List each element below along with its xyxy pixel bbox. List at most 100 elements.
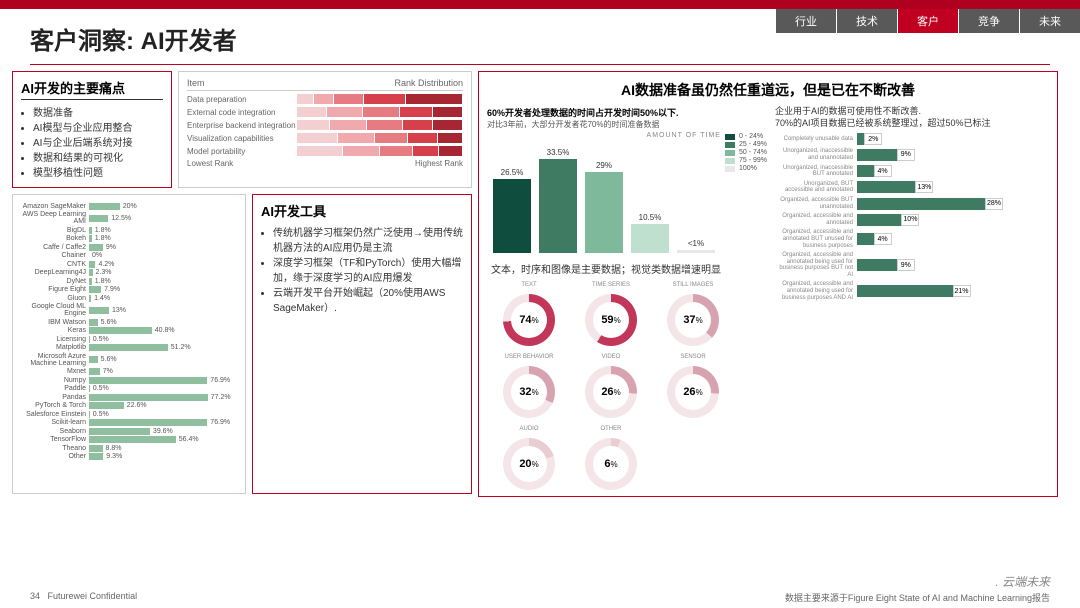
donut: USER BEHAVIOR 32% [497, 354, 561, 418]
tool-value: 13% [112, 307, 126, 314]
use-row: Organized, accessible and annotated bein… [775, 281, 1049, 301]
tool-row: Gluon1.4% [21, 295, 237, 302]
time-bar-col: 10.5% [631, 213, 669, 253]
tool-row: CNTK4.2% [21, 261, 237, 268]
time-bar [677, 250, 715, 253]
tool-bar [89, 377, 207, 384]
use-label: Unorganized, inaccessible BUT annotated [775, 165, 857, 178]
use-bar [857, 214, 903, 226]
tool-value: 5.6% [101, 319, 117, 326]
right-title: AI数据准备虽仍然任重道远，但是已在不断改善 [487, 80, 1049, 100]
use-value: 2% [864, 133, 882, 145]
time-legend-row: 50 - 74% [725, 149, 767, 156]
tool-bar [89, 394, 208, 401]
use-value: 4% [874, 165, 892, 177]
time-bar-value: <1% [688, 239, 704, 248]
tool-value: 77.2% [211, 394, 231, 401]
tool-value: 0% [92, 252, 102, 259]
tool-value: 51.2% [171, 344, 191, 351]
rank-bar [297, 94, 463, 104]
tool-bar [89, 453, 103, 460]
donut-ring: 6% [585, 438, 637, 490]
tool-value: 1.8% [95, 227, 111, 234]
time-bar [631, 224, 669, 253]
donut-value: 32% [511, 374, 547, 410]
pain-item: 数据和结果的可视化 [33, 151, 163, 166]
footer-right: 数据主要来源于Figure Eight State of AI and Mach… [785, 591, 1050, 604]
tool-label: TensorFlow [21, 436, 89, 443]
tool-bar [89, 385, 90, 392]
rank-row: Enterprise backend integration [187, 120, 463, 130]
nav-item-1[interactable]: 技术 [837, 9, 897, 33]
tool-row: TensorFlow 56.4% [21, 436, 237, 443]
tool-row: Scikit-learn76.9% [21, 419, 237, 426]
nav-item-0[interactable]: 行业 [776, 9, 836, 33]
pain-list: 数据准备AI模型与企业应用整合AI与企业后端系统对接数据和结果的可视化模型移植性… [21, 106, 163, 181]
tool-row: Bokeh1.8% [21, 235, 237, 242]
donut-value: 59% [593, 302, 629, 338]
tool-label: Other [21, 453, 89, 460]
nav-item-2[interactable]: 客户 [898, 9, 958, 33]
rank-head-right: Rank Distribution [394, 78, 463, 88]
pain-item: 数据准备 [33, 106, 163, 121]
tool-label: DyNet [21, 278, 89, 285]
rank-label: Model portability [187, 147, 297, 156]
use-label: Organized, accessible and annotated bein… [775, 252, 857, 278]
tool-bar [89, 269, 93, 276]
donut: OTHER 6% [579, 426, 643, 490]
donut-label: USER BEHAVIOR [505, 354, 554, 364]
tool-label: AWS Deep Learning AMI [21, 211, 89, 225]
use-value: 9% [897, 259, 915, 271]
tools-text-box: AI开发工具 传统机器学习框架仍然广泛使用→使用传统机器方法的AI应用仍是主流深… [252, 194, 472, 494]
use-value: 28% [985, 198, 1003, 210]
rank-label: Enterprise backend integration [187, 121, 297, 130]
donut-label: OTHER [601, 426, 622, 436]
tool-bar [89, 244, 103, 251]
tool-label: Figure Eight [21, 286, 89, 293]
use-label: Unorganized, BUT accessible and annotate… [775, 181, 857, 194]
use-value: 9% [897, 149, 915, 161]
use-title-1: 企业用于AI的数据可使用性不断改善. [775, 106, 921, 116]
mid-row: Amazon SageMaker20%AWS Deep Learning AMI… [12, 194, 472, 494]
nav-item-4[interactable]: 未来 [1020, 9, 1080, 33]
rank-legend: Lowest Rank Highest Rank [187, 159, 463, 168]
time-bar-value: 10.5% [639, 213, 662, 222]
donut-label: TEXT [521, 282, 536, 292]
tool-bar [89, 278, 92, 285]
tool-label: Amazon SageMaker [21, 203, 89, 210]
time-legend-row: 0 - 24% [725, 133, 767, 140]
rank-bar [297, 133, 463, 143]
tool-row: DyNet1.8% [21, 278, 237, 285]
tool-row: Caffe / Caffe29% [21, 244, 237, 251]
time-head: AMOUNT OF TIME [487, 132, 721, 139]
tool-label: Mxnet [21, 368, 89, 375]
tools-bar-chart: Amazon SageMaker20%AWS Deep Learning AMI… [12, 194, 246, 494]
tool-label: Scikit-learn [21, 419, 89, 426]
tool-row: Pandas77.2% [21, 394, 237, 401]
tool-label: Matplotlib [21, 344, 89, 351]
tool-bar [89, 411, 90, 418]
use-value: 21% [953, 285, 971, 297]
tool-value: 0.5% [93, 411, 109, 418]
tool-value: 9% [106, 244, 116, 251]
watermark: . 云端未来 [995, 573, 1050, 590]
tool-row: Other9.3% [21, 453, 237, 460]
tool-label: Microsoft Azure Machine Learning [21, 353, 89, 367]
rank-row: Data preparation [187, 94, 463, 104]
nav-item-3[interactable]: 竞争 [959, 9, 1019, 33]
tool-value: 4.2% [98, 261, 114, 268]
tool-row: Google Cloud ML Engine13% [21, 303, 237, 317]
content: AI开发的主要痛点 数据准备AI模型与企业应用整合AI与企业后端系统对接数据和结… [0, 71, 1080, 497]
tool-bar [89, 445, 103, 452]
tool-row: PyTorch & Torch22.6% [21, 402, 237, 409]
donut-value: 74% [511, 302, 547, 338]
tool-value: 1.4% [94, 295, 110, 302]
tool-row: Microsoft Azure Machine Learning5.6% [21, 353, 237, 367]
rank-label: Data preparation [187, 95, 297, 104]
rank-label: External code integration [187, 108, 297, 117]
time-bar-value: 26.5% [501, 168, 524, 177]
tool-value: 56.4% [179, 436, 199, 443]
time-bar-col: 33.5% [539, 148, 577, 253]
donut-ring: 26% [667, 366, 719, 418]
tool-label: IBM Watson [21, 319, 89, 326]
